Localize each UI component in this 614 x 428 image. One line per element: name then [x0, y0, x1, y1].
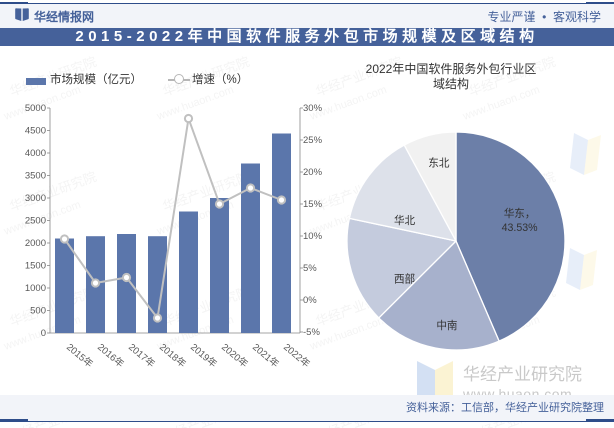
- svg-text:3000: 3000: [25, 193, 46, 204]
- svg-text:华北: 华北: [394, 214, 416, 227]
- svg-text:25%: 25%: [303, 135, 323, 146]
- svg-text:43.53%: 43.53%: [502, 222, 538, 234]
- svg-text:西部: 西部: [394, 272, 416, 285]
- svg-text:-5%: -5%: [303, 327, 320, 338]
- svg-text:1000: 1000: [25, 283, 46, 294]
- svg-text:华东，: 华东，: [504, 207, 536, 220]
- svg-text:4000: 4000: [25, 148, 46, 159]
- svg-text:15%: 15%: [303, 199, 323, 210]
- svg-text:30%: 30%: [303, 103, 323, 114]
- svg-text:2000: 2000: [25, 238, 46, 249]
- svg-text:2500: 2500: [25, 216, 46, 227]
- svg-text:4500: 4500: [25, 126, 46, 137]
- svg-text:3500: 3500: [25, 171, 46, 182]
- svg-text:0: 0: [41, 328, 46, 339]
- svg-text:中南: 中南: [436, 319, 457, 332]
- svg-text:10%: 10%: [303, 231, 323, 242]
- svg-text:500: 500: [30, 306, 46, 317]
- svg-text:东北: 东北: [428, 156, 450, 169]
- svg-text:20%: 20%: [303, 167, 323, 178]
- svg-text:0%: 0%: [303, 295, 317, 306]
- svg-text:1500: 1500: [25, 261, 46, 272]
- svg-text:5%: 5%: [303, 263, 317, 274]
- svg-text:5000: 5000: [25, 103, 46, 114]
